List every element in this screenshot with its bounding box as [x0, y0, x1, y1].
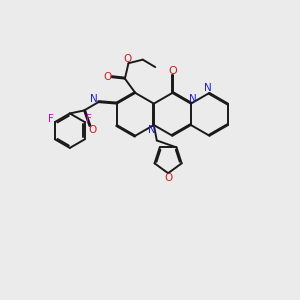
Text: N: N: [204, 83, 212, 94]
Text: N: N: [188, 94, 196, 104]
Text: F: F: [48, 114, 54, 124]
Text: O: O: [168, 66, 177, 76]
Text: O: O: [123, 54, 131, 64]
Text: O: O: [103, 72, 112, 82]
Text: N: N: [90, 94, 98, 103]
Text: O: O: [88, 125, 97, 135]
Text: F: F: [86, 114, 92, 124]
Text: N: N: [148, 125, 156, 135]
Text: O: O: [164, 172, 172, 183]
